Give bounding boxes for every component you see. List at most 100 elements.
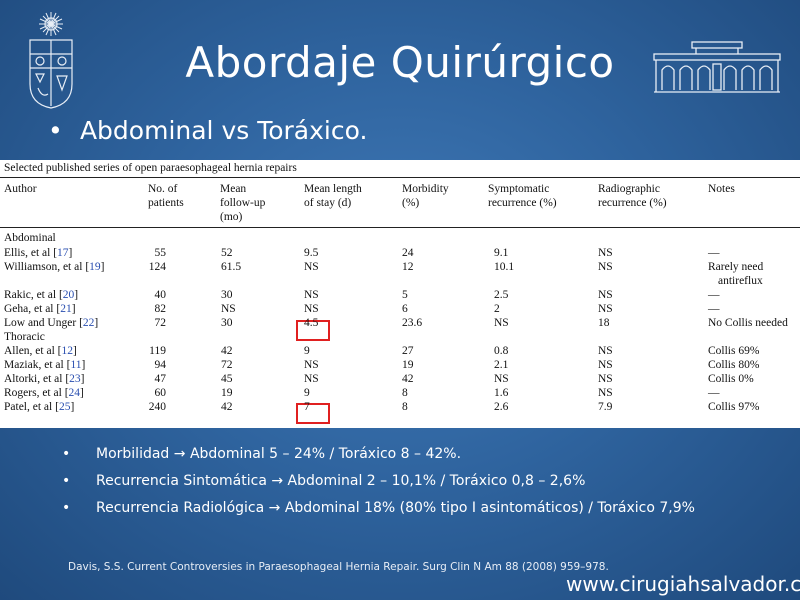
cell-symptomatic: 2.1 <box>494 359 509 371</box>
cell-followup: NS <box>221 303 236 315</box>
cell-notes: Collis 0% <box>708 373 754 385</box>
bullet-marker: • <box>62 446 71 462</box>
author-name: Geha, et al <box>4 303 54 315</box>
highlight-box-patel-stay <box>296 403 330 424</box>
cell-stay: NS <box>304 289 319 301</box>
cell-followup: 30 <box>221 317 233 329</box>
cell-patients: 82 <box>154 303 167 315</box>
cell-radiographic: NS <box>598 261 613 273</box>
cell-stay: NS <box>304 261 319 273</box>
reference-link[interactable]: 23 <box>69 373 81 385</box>
cell-notes: — <box>708 289 720 301</box>
cell-morbidity: 8 <box>402 401 408 413</box>
university-crest-icon <box>29 12 73 109</box>
reference-link[interactable]: 25 <box>58 401 71 413</box>
cell-stay: 4.5 <box>304 317 319 329</box>
table-row-author: Geha, et al [21] <box>4 303 76 315</box>
cell-patients: 55 <box>154 247 167 259</box>
bullet-marker: • <box>48 116 63 145</box>
cell-stay: 9.5 <box>304 247 319 259</box>
cell-morbidity: 5 <box>402 289 408 301</box>
cell-notes: Collis 69% <box>708 345 760 357</box>
reference-link[interactable]: 24 <box>68 387 81 399</box>
summary-bullet-morbidity: • Morbilidad → Abdominal 5 – 24% / Toráx… <box>62 444 695 471</box>
cell-notes-continued: antireflux <box>718 275 763 287</box>
cell-followup: 42 <box>221 401 233 413</box>
cell-radiographic: NS <box>598 247 613 259</box>
hernia-repair-table: Selected published series of open paraes… <box>0 160 800 428</box>
section-abdominal: Abdominal <box>4 232 56 244</box>
cell-symptomatic: 9.1 <box>494 247 509 259</box>
cell-radiographic: NS <box>598 303 613 315</box>
cell-notes: Rarely need <box>708 261 764 273</box>
cell-morbidity: 19 <box>402 359 414 371</box>
table-row-author: Low and Unger [22] <box>4 317 99 329</box>
header-stay: Mean length of stay (d) <box>304 183 362 209</box>
cell-stay: 7 <box>304 401 310 413</box>
cell-followup: 45 <box>221 373 233 385</box>
cell-radiographic: NS <box>598 345 613 357</box>
cell-morbidity: 27 <box>402 345 414 357</box>
cell-followup: 30 <box>221 289 233 301</box>
cell-morbidity: 23.6 <box>402 317 423 329</box>
reference-link[interactable]: 19 <box>89 261 101 273</box>
reference-link[interactable]: 11 <box>70 359 82 371</box>
summary-text: Recurrencia Radiológica → Abdominal 18% … <box>96 500 695 516</box>
author-name: Allen, et al <box>4 345 55 357</box>
website-url[interactable]: www.cirugiahsalvador.cl <box>566 572 800 596</box>
header-patients: No. of patients <box>148 183 184 209</box>
author-name: Rakic, et al <box>4 289 57 301</box>
header-followup: Mean follow-up (mo) <box>220 183 266 223</box>
author-name: Williamson, et al <box>4 261 83 273</box>
cell-patients: 124 <box>148 261 166 273</box>
cell-notes: Collis 97% <box>708 401 760 413</box>
main-bullet: • Abdominal vs Toráxico. <box>48 116 367 145</box>
summary-text: Recurrencia Sintomática → Abdominal 2 – … <box>96 473 586 489</box>
cell-morbidity: 8 <box>402 387 408 399</box>
cell-radiographic: 7.9 <box>598 401 613 413</box>
summary-bullets: • Morbilidad → Abdominal 5 – 24% / Toráx… <box>62 444 695 525</box>
cell-symptomatic: 1.6 <box>494 387 509 399</box>
cell-radiographic: NS <box>598 387 613 399</box>
reference-link[interactable]: 17 <box>57 247 69 259</box>
cell-stay: NS <box>304 303 319 315</box>
cell-radiographic: NS <box>598 289 613 301</box>
cell-notes: Collis 80% <box>708 359 760 371</box>
cell-patients: 240 <box>148 401 166 413</box>
author-name: Ellis, et al <box>4 247 51 259</box>
header-symptomatic: Symptomatic recurrence (%) <box>488 183 557 209</box>
cell-symptomatic: NS <box>494 317 509 329</box>
cell-symptomatic: 0.8 <box>494 345 509 357</box>
header-morbidity: Morbidity (%) <box>402 183 449 209</box>
author-name: Altorki, et al <box>4 373 63 385</box>
reference-link[interactable]: 22 <box>82 317 95 329</box>
author-name: Maziak, et al <box>4 359 64 371</box>
table-row-author: Altorki, et al [23] <box>4 373 85 385</box>
bullet-marker: • <box>62 500 71 516</box>
cell-stay: 9 <box>304 387 310 399</box>
cell-followup: 52 <box>221 247 233 259</box>
cell-notes: — <box>708 303 720 315</box>
cell-followup: 19 <box>221 387 233 399</box>
cell-notes: No Collis needed <box>708 317 788 329</box>
header-radiographic: Radiographic recurrence (%) <box>598 183 667 209</box>
section-thoracic: Thoracic <box>4 331 45 343</box>
cell-followup: 72 <box>221 359 233 371</box>
bullet-marker: • <box>62 473 71 489</box>
summary-text: Morbilidad → Abdominal 5 – 24% / Toráxic… <box>96 446 462 462</box>
cell-symptomatic: 2 <box>494 303 500 315</box>
reference-link[interactable]: 20 <box>62 289 75 301</box>
reference-link[interactable]: 21 <box>60 303 72 315</box>
cell-symptomatic: 2.6 <box>494 401 509 413</box>
cell-notes: — <box>708 247 720 259</box>
cell-morbidity: 42 <box>402 373 414 385</box>
table-top-rule <box>0 177 800 178</box>
cell-symptomatic: 10.1 <box>494 261 515 273</box>
hospital-building-icon <box>653 41 781 93</box>
table-row-author: Williamson, et al [19] <box>4 261 105 273</box>
cell-notes: — <box>708 387 720 399</box>
main-bullet-text: Abdominal vs Toráxico. <box>79 116 368 145</box>
cell-radiographic: NS <box>598 373 613 385</box>
cell-patients: 60 <box>154 387 167 399</box>
reference-link[interactable]: 12 <box>61 345 74 357</box>
